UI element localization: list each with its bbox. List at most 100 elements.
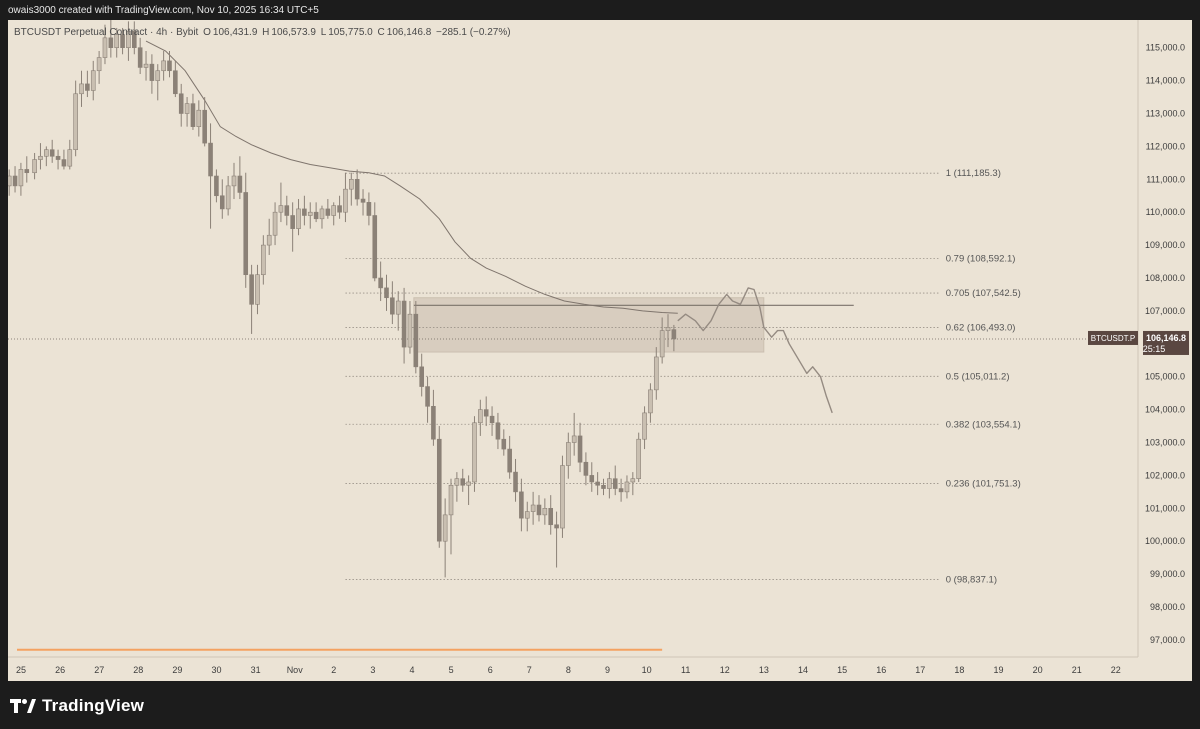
candle-body bbox=[448, 484, 454, 516]
candle-body bbox=[18, 169, 24, 187]
candle-body bbox=[49, 149, 55, 157]
candle-body bbox=[536, 504, 542, 516]
candle bbox=[595, 472, 600, 496]
candle bbox=[38, 143, 43, 170]
candle bbox=[325, 199, 331, 219]
candle bbox=[589, 462, 595, 492]
candle bbox=[18, 162, 24, 196]
candle-body bbox=[495, 422, 501, 440]
candle-body bbox=[90, 70, 96, 91]
candle-body bbox=[354, 179, 360, 200]
candle bbox=[225, 176, 231, 216]
candle bbox=[237, 156, 243, 200]
attribution-text: owais3000 created with TradingView.com, … bbox=[8, 5, 319, 16]
symbol-tag-bg bbox=[1088, 330, 1138, 345]
symbol-tag-text: BTCUSDT.P bbox=[1091, 334, 1135, 343]
close-value: 106,146.8 bbox=[386, 27, 432, 38]
candle bbox=[155, 64, 161, 101]
candle bbox=[460, 468, 466, 492]
candle-body bbox=[331, 205, 337, 216]
candle-body bbox=[243, 192, 249, 276]
candle bbox=[132, 21, 137, 55]
candle-body bbox=[219, 195, 225, 210]
candle-body bbox=[12, 175, 18, 187]
candle-body bbox=[337, 205, 342, 213]
projection-path bbox=[677, 287, 833, 414]
candle-body bbox=[190, 103, 196, 127]
candle bbox=[665, 314, 671, 348]
candle bbox=[149, 54, 155, 94]
candle bbox=[442, 498, 448, 578]
candle-body bbox=[73, 93, 78, 150]
candle-body bbox=[630, 478, 636, 483]
open-value: 106,431.9 bbox=[212, 27, 258, 38]
candle bbox=[431, 389, 436, 446]
candle bbox=[143, 50, 149, 81]
candle bbox=[390, 281, 395, 325]
candle-body bbox=[120, 34, 125, 48]
fib-level-label-0: 1 (111,185.3) bbox=[946, 168, 1001, 179]
chart-panel[interactable]: 1 (111,185.3) 0.79 (108,592.1) 0.705 (107,… bbox=[8, 20, 1192, 681]
time-tick-label: 14 bbox=[798, 665, 808, 675]
time-tick-label: 28 bbox=[133, 665, 143, 675]
price-tick-label: 99,000.0 bbox=[1150, 569, 1185, 579]
candle-body bbox=[85, 83, 90, 91]
candle-body bbox=[554, 524, 559, 529]
candle-body bbox=[102, 37, 108, 58]
candle bbox=[178, 83, 184, 127]
candle-body bbox=[472, 422, 477, 483]
candle bbox=[448, 478, 454, 555]
candle-body bbox=[196, 109, 202, 127]
candle-body bbox=[255, 274, 260, 305]
candle bbox=[231, 162, 237, 200]
candle-body bbox=[214, 175, 219, 197]
candle bbox=[284, 195, 290, 226]
candle bbox=[401, 287, 407, 364]
symbol-name: BTCUSDT Perpetual Contract · 4h · Bybit bbox=[14, 27, 199, 38]
candle bbox=[319, 205, 325, 229]
brand-name: TradingView bbox=[42, 696, 145, 715]
fib-level-label-4: 0.5 (105,011.2) bbox=[946, 371, 1010, 382]
candle bbox=[85, 70, 90, 98]
candle-body bbox=[108, 37, 114, 48]
candle-body bbox=[607, 478, 612, 489]
low-value: 105,775.0 bbox=[328, 27, 373, 38]
candle-body bbox=[478, 409, 483, 424]
candle-body bbox=[566, 442, 571, 466]
candle bbox=[61, 149, 67, 170]
tradingview-logo[interactable]: TradingView bbox=[10, 696, 144, 716]
time-tick-label: 7 bbox=[527, 665, 532, 675]
candle bbox=[137, 37, 143, 75]
candle bbox=[44, 146, 49, 167]
candle bbox=[102, 24, 108, 65]
candle bbox=[436, 426, 442, 548]
candle bbox=[49, 139, 55, 163]
price-tick-label: 103,000.0 bbox=[1145, 438, 1185, 448]
time-tick-label: 16 bbox=[876, 665, 886, 675]
price-chart[interactable]: 1 (111,185.3) 0.79 (108,592.1) 0.705 (107,… bbox=[8, 20, 1192, 681]
candle bbox=[513, 458, 518, 502]
candle-body bbox=[225, 185, 231, 210]
candle-body bbox=[143, 63, 149, 68]
candle-body bbox=[483, 409, 489, 417]
candle-body bbox=[560, 465, 565, 529]
candle bbox=[583, 452, 589, 486]
candle bbox=[378, 261, 383, 302]
fib-level-label-2: 0.705 (107,542.5) bbox=[946, 288, 1021, 299]
candle bbox=[519, 478, 524, 532]
candle bbox=[331, 202, 337, 226]
candle-body bbox=[96, 57, 102, 72]
candle-body bbox=[507, 448, 512, 473]
candle-body bbox=[8, 175, 12, 187]
candle-body bbox=[513, 471, 518, 493]
time-tick-label: 27 bbox=[94, 665, 104, 675]
candle-body bbox=[261, 244, 266, 276]
candle-body bbox=[624, 481, 630, 493]
candle bbox=[219, 179, 225, 219]
candle-body bbox=[407, 313, 413, 348]
candle-body bbox=[55, 155, 61, 160]
candle bbox=[313, 202, 319, 223]
candle-body bbox=[519, 491, 524, 519]
price-tag-value: 106,146.8 bbox=[1146, 333, 1186, 343]
candle-body bbox=[542, 507, 548, 516]
